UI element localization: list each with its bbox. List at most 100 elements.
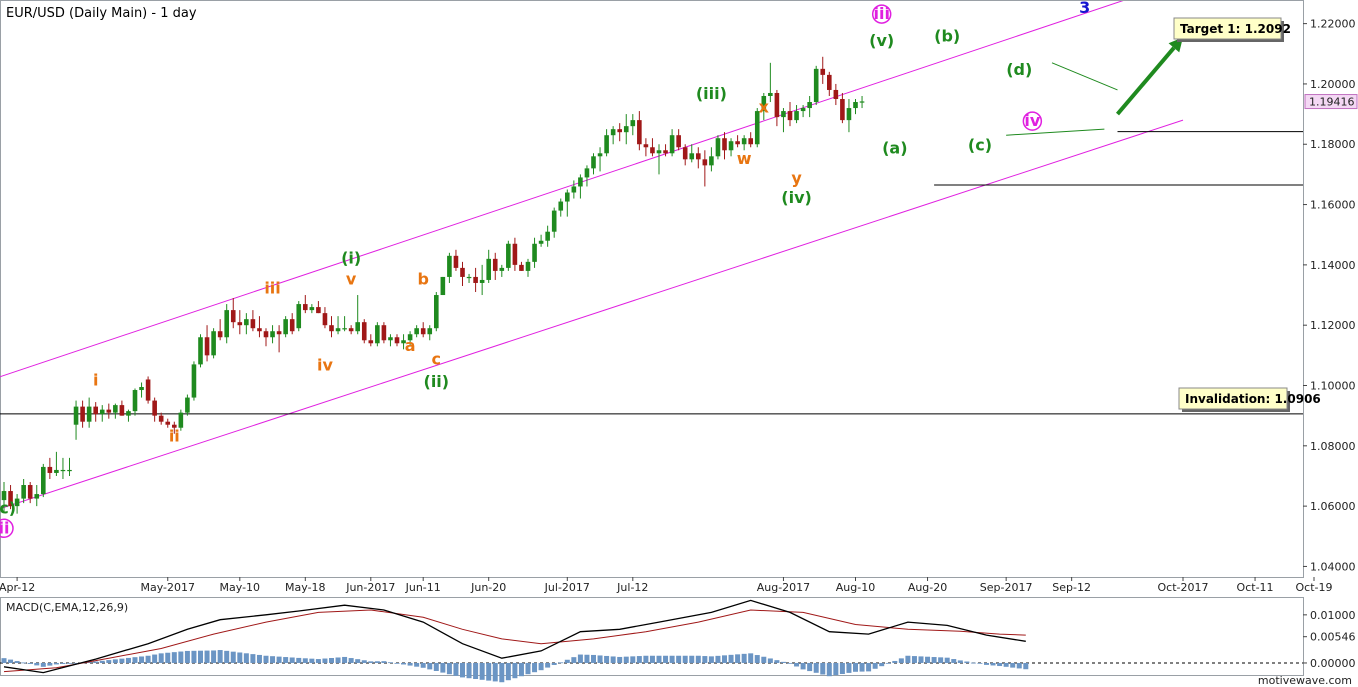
macd-histogram-bar bbox=[296, 657, 302, 663]
candle-body bbox=[774, 92, 780, 118]
macd-histogram-bar bbox=[60, 662, 66, 664]
wave-label: iii bbox=[264, 279, 280, 298]
candle-body bbox=[709, 156, 714, 166]
macd-histogram-bar bbox=[361, 660, 367, 663]
wave-label: (a) bbox=[882, 138, 907, 157]
candle-body bbox=[610, 129, 616, 136]
macd-histogram-bar bbox=[335, 657, 341, 663]
wave-label: iv bbox=[1024, 111, 1040, 130]
candle-body bbox=[244, 319, 249, 326]
macd-histogram-bar bbox=[748, 653, 754, 663]
macd-histogram-bar bbox=[558, 662, 564, 664]
candle-body bbox=[375, 325, 380, 344]
price-pane-border bbox=[0, 0, 1304, 578]
candle-body bbox=[800, 108, 806, 112]
macd-histogram-bar bbox=[833, 662, 839, 676]
macd-histogram-bar bbox=[263, 655, 269, 663]
wave-label: x bbox=[759, 98, 770, 117]
candle-body bbox=[283, 319, 288, 335]
time-tick-label: Sep-12 bbox=[1052, 581, 1091, 594]
watermark: motivewave.com bbox=[1258, 674, 1352, 687]
time-tick-label: Jun-11 bbox=[405, 581, 441, 594]
macd-histogram-bar bbox=[466, 662, 472, 679]
macd-histogram-bar bbox=[283, 657, 289, 663]
candle-body bbox=[139, 387, 144, 391]
macd-histogram-bar bbox=[211, 650, 217, 663]
candle-body bbox=[388, 337, 393, 341]
macd-histogram-bar bbox=[86, 662, 92, 663]
macd-histogram-bar bbox=[348, 658, 354, 663]
macd-histogram-bar bbox=[420, 662, 426, 668]
candle-body bbox=[47, 466, 53, 473]
macd-histogram-bar bbox=[1003, 662, 1009, 667]
macd-histogram-bar bbox=[722, 655, 727, 663]
macd-histogram-bar bbox=[407, 662, 413, 666]
wave-label: iv bbox=[317, 355, 333, 374]
time-tick-label: Aug-20 bbox=[908, 581, 947, 594]
time-tick-label: May-2017 bbox=[140, 581, 195, 594]
macd-histogram-bar bbox=[905, 655, 911, 663]
price-tick-label: 1.16000 bbox=[1310, 199, 1356, 212]
candle-body bbox=[525, 261, 531, 271]
candle-body bbox=[643, 144, 649, 148]
macd-histogram-bar bbox=[525, 662, 531, 675]
price-tick-label: 1.20000 bbox=[1310, 78, 1356, 91]
time-tick-label: Oct-11 bbox=[1237, 581, 1274, 594]
macd-histogram-bar bbox=[191, 650, 197, 663]
price-tick-label: 1.12000 bbox=[1310, 319, 1356, 332]
macd-histogram-bar bbox=[446, 662, 452, 675]
time-tick-label: Jun-2017 bbox=[345, 581, 395, 594]
candle-body bbox=[813, 68, 819, 103]
wave-label: v bbox=[346, 269, 357, 288]
macd-histogram-bar bbox=[872, 662, 878, 669]
time-tick-label: May-18 bbox=[285, 581, 326, 594]
candle-body bbox=[73, 406, 79, 425]
candle-body bbox=[440, 276, 446, 296]
price-axis: 1.04000 1.06000 1.08000 1.10000 1.12000 1.140… bbox=[1303, 18, 1358, 573]
macd-signal-line bbox=[3, 609, 1026, 673]
macd-histogram-bar bbox=[839, 662, 845, 674]
info-box-label: Target 1: 1.2092 bbox=[1180, 22, 1291, 36]
macd-histogram-bar bbox=[984, 662, 989, 665]
time-tick-label: Jul-2017 bbox=[544, 581, 590, 594]
candle-body bbox=[833, 89, 839, 100]
macd-histogram-bar bbox=[643, 655, 649, 663]
time-tick-label: Aug-2017 bbox=[757, 581, 810, 594]
candle-body bbox=[27, 485, 33, 499]
macd-histogram-bar bbox=[230, 651, 236, 663]
wave-label-circle bbox=[1022, 111, 1043, 131]
macd-histogram-bar bbox=[532, 662, 538, 673]
candle-body bbox=[296, 304, 302, 329]
macd-histogram-bar bbox=[1023, 662, 1029, 670]
macd-histogram-bar bbox=[14, 661, 20, 663]
macd-histogram-bar bbox=[951, 659, 957, 663]
time-tick-label: Aug-10 bbox=[836, 581, 875, 594]
candle-body bbox=[178, 412, 184, 428]
candle-body bbox=[34, 494, 40, 499]
projection-arrow-shaft bbox=[1115, 46, 1176, 116]
candle-body bbox=[420, 328, 426, 335]
horizontal-levels bbox=[0, 131, 1303, 415]
macd-axis: 0.01000 0.00546 0.00000 bbox=[1303, 609, 1356, 670]
candle-body bbox=[434, 295, 439, 329]
candle-body bbox=[617, 129, 622, 133]
macd-histogram-bar bbox=[911, 656, 917, 663]
candle-body bbox=[571, 186, 577, 193]
candle-body bbox=[551, 210, 557, 232]
candle-body bbox=[1, 491, 7, 501]
candle-body bbox=[309, 307, 315, 311]
macd-histogram-bar bbox=[780, 661, 786, 663]
macd-histogram-bar bbox=[8, 659, 14, 663]
macd-histogram-bar bbox=[630, 656, 636, 663]
time-tick-label: Jul-12 bbox=[616, 581, 648, 594]
macd-histogram-bar bbox=[198, 650, 203, 663]
candle-body bbox=[453, 255, 459, 268]
candle-body bbox=[591, 156, 596, 169]
candle-body bbox=[650, 147, 655, 154]
trend-channels bbox=[0, 1, 1184, 510]
candle-body bbox=[126, 411, 131, 416]
candle-body bbox=[217, 331, 223, 338]
candle-body bbox=[224, 310, 229, 338]
price-tick-label: 1.04000 bbox=[1310, 560, 1356, 573]
candle-body bbox=[637, 120, 642, 145]
